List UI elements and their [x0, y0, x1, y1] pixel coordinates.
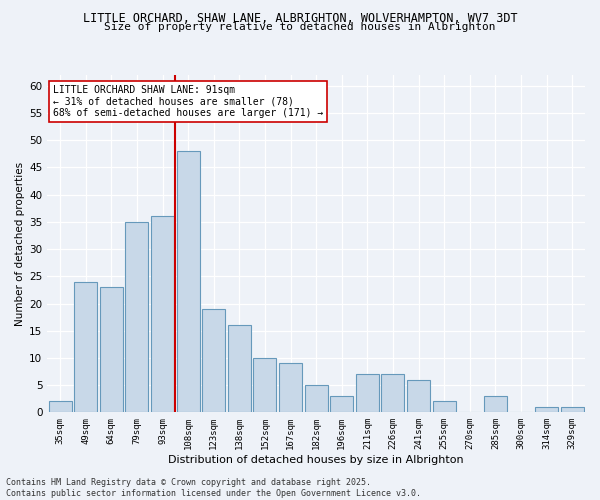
- Y-axis label: Number of detached properties: Number of detached properties: [15, 162, 25, 326]
- Bar: [228, 326, 251, 412]
- Bar: [202, 309, 225, 412]
- Bar: [305, 385, 328, 412]
- Bar: [484, 396, 507, 412]
- Bar: [407, 380, 430, 412]
- Bar: [74, 282, 97, 412]
- Bar: [100, 287, 123, 412]
- Bar: [560, 407, 584, 412]
- X-axis label: Distribution of detached houses by size in Albrighton: Distribution of detached houses by size …: [169, 455, 464, 465]
- Text: LITTLE ORCHARD, SHAW LANE, ALBRIGHTON, WOLVERHAMPTON, WV7 3DT: LITTLE ORCHARD, SHAW LANE, ALBRIGHTON, W…: [83, 12, 517, 26]
- Text: Size of property relative to detached houses in Albrighton: Size of property relative to detached ho…: [104, 22, 496, 32]
- Bar: [176, 151, 200, 412]
- Text: Contains HM Land Registry data © Crown copyright and database right 2025.
Contai: Contains HM Land Registry data © Crown c…: [6, 478, 421, 498]
- Text: LITTLE ORCHARD SHAW LANE: 91sqm
← 31% of detached houses are smaller (78)
68% of: LITTLE ORCHARD SHAW LANE: 91sqm ← 31% of…: [53, 85, 323, 118]
- Bar: [125, 222, 148, 412]
- Bar: [356, 374, 379, 412]
- Bar: [253, 358, 277, 412]
- Bar: [330, 396, 353, 412]
- Bar: [279, 364, 302, 412]
- Bar: [382, 374, 404, 412]
- Bar: [151, 216, 174, 412]
- Bar: [535, 407, 558, 412]
- Bar: [433, 402, 455, 412]
- Bar: [49, 402, 71, 412]
